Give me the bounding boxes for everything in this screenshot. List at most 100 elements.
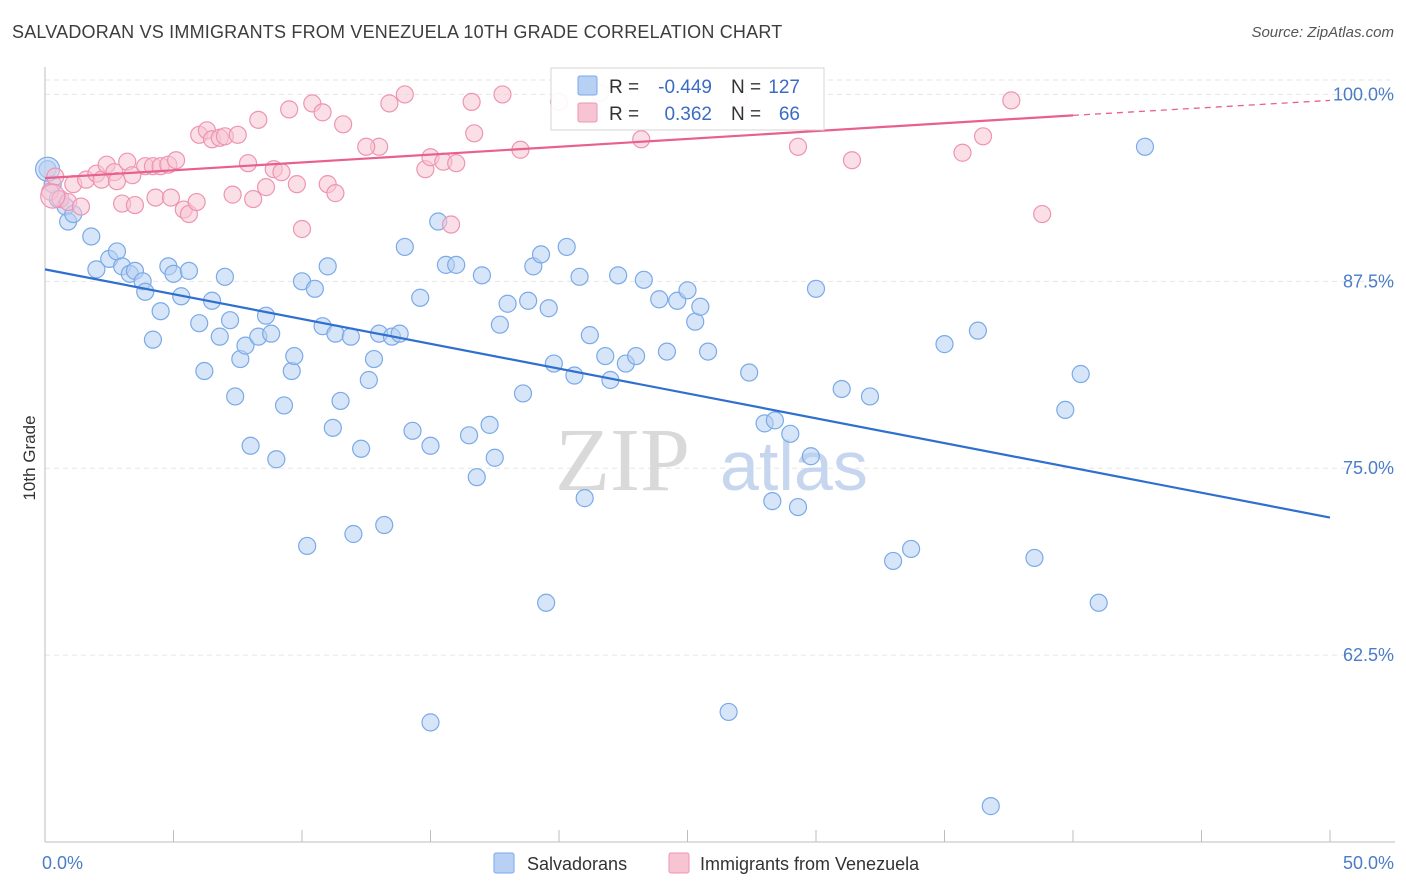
salvadorans-point	[364, 349, 384, 369]
venezuela-point	[441, 215, 461, 234]
venezuela-point	[632, 130, 651, 149]
salvadorans-point	[480, 415, 499, 434]
chart-title: SALVADORAN VS IMMIGRANTS FROM VENEZUELA …	[12, 22, 783, 42]
salvadorans-point	[331, 391, 350, 411]
x-tick-label-max: 50.0%	[1343, 853, 1394, 873]
venezuela-point	[256, 178, 276, 197]
grid-lines	[45, 79, 1390, 656]
watermark-zip: ZIP	[555, 411, 690, 510]
salvadorans-point	[395, 237, 414, 257]
salvadorans-point	[626, 346, 646, 366]
source-credit: Source: ZipAtlas.com	[1251, 24, 1394, 41]
salvadorans-point	[82, 227, 101, 246]
salvadorans-point	[513, 384, 533, 403]
salvadorans-point	[267, 450, 286, 469]
salvadorans-point	[359, 370, 378, 390]
venezuela-point	[313, 103, 332, 122]
stats-swatch-pink	[577, 102, 598, 123]
stats-r-label-pink: R =	[609, 104, 639, 125]
venezuela-point	[287, 175, 306, 194]
salvadorans-point	[136, 282, 155, 301]
salvadorans-point	[403, 421, 422, 440]
salvadorans-point	[763, 492, 782, 511]
salvadorans-point	[318, 257, 337, 276]
x-tick-label-min: 0.0%	[42, 853, 83, 873]
salvadorans-point	[164, 264, 183, 283]
salvadorans-point	[472, 266, 491, 285]
salvadorans-point	[210, 327, 229, 346]
venezuela-point	[334, 115, 353, 134]
venezuela-point	[244, 189, 263, 209]
salvadorans-point	[1025, 548, 1044, 568]
trend-lines	[44, 99, 1331, 519]
venezuela-point	[395, 85, 414, 104]
venezuela-point	[272, 163, 291, 182]
venezuela-point	[280, 100, 299, 119]
venezuela-point	[953, 143, 972, 162]
salvadorans-point	[806, 279, 826, 298]
salvadorans-point	[519, 291, 538, 310]
stats-n-value-blue: 127	[768, 77, 800, 98]
salvadorans-point	[459, 426, 479, 445]
salvadorans-point	[256, 306, 276, 325]
salvadorans-point	[305, 279, 324, 298]
venezuela-point	[71, 197, 91, 216]
salvadorans-point	[298, 536, 317, 556]
salvadorans-point	[352, 439, 371, 458]
venezuela-point	[447, 154, 466, 173]
salvadorans-point	[179, 261, 199, 280]
venezuela-point	[187, 192, 206, 212]
watermark: ZIP atlas	[555, 411, 868, 510]
stats-r-value-blue: -0.449	[658, 77, 712, 98]
venezuela-point	[788, 137, 808, 156]
venezuela-trend-line	[44, 114, 1074, 180]
salvadorans-point	[678, 281, 697, 300]
salvadorans-point	[485, 448, 504, 467]
salvadorans-trend-line	[44, 268, 1331, 519]
salvadorans-point	[467, 468, 486, 487]
salvadorans-point	[570, 267, 589, 286]
salvadorans-point	[698, 342, 718, 361]
salvadorans-point	[765, 411, 784, 430]
venezuela-point	[249, 110, 268, 129]
venezuela-trend-extension	[1072, 99, 1331, 117]
salvadorans-point	[190, 314, 209, 333]
venezuela-point	[380, 94, 399, 113]
salvadorans-point	[557, 237, 576, 257]
venezuela-point	[125, 195, 145, 215]
salvadorans-point	[1135, 137, 1155, 156]
salvadorans-point	[143, 330, 163, 349]
salvadorans-point	[421, 713, 440, 732]
venezuela-point	[493, 85, 512, 104]
venezuela-point	[357, 137, 376, 156]
salvadorans-point	[285, 346, 304, 366]
salvadorans-point	[421, 436, 440, 455]
stats-n-value-pink: 66	[779, 104, 800, 125]
salvadorans-point	[634, 270, 653, 289]
series-venezuela-points	[40, 83, 1052, 239]
salvadorans-point	[226, 387, 245, 406]
salvadorans-point	[1056, 400, 1075, 420]
legend: Salvadorans Immigrants from Venezuela	[493, 852, 920, 874]
salvadorans-point	[901, 539, 921, 559]
salvadorans-point	[832, 379, 851, 399]
salvadorans-point	[650, 290, 669, 309]
salvadorans-point	[236, 336, 255, 355]
y-axis-title: 10th Grade	[20, 415, 39, 500]
salvadorans-point	[968, 321, 988, 340]
stats-n-label-blue: N =	[731, 77, 761, 98]
y-tick-label: 87.5%	[1343, 271, 1394, 291]
venezuela-point	[1002, 91, 1021, 110]
salvadorans-point	[323, 418, 342, 437]
venezuela-point	[238, 154, 258, 173]
salvadorans-point	[151, 302, 170, 321]
salvadorans-point	[531, 245, 551, 264]
legend-label-salvadorans: Salvadorans	[527, 854, 627, 874]
salvadorans-point	[411, 288, 430, 307]
salvadorans-point	[691, 297, 710, 316]
stats-r-label-blue: R =	[609, 77, 639, 98]
venezuela-point	[166, 151, 186, 170]
salvadorans-point	[344, 524, 363, 544]
venezuela-point	[161, 188, 181, 207]
